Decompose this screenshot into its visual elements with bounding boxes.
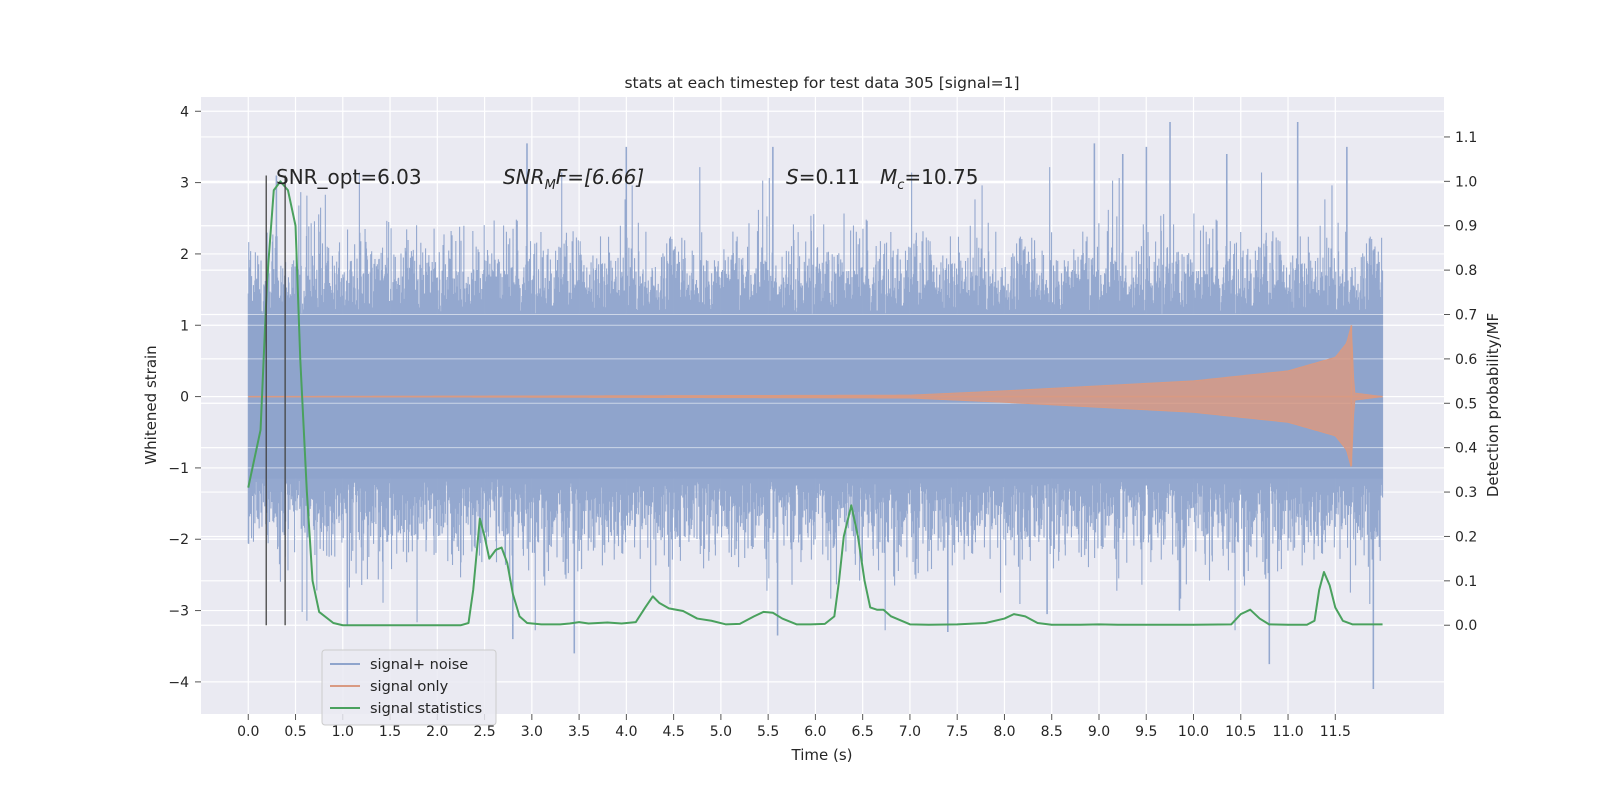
x-tick-label: 8.0: [993, 724, 1015, 740]
x-tick-label: 0.0: [237, 724, 259, 740]
y2-tick-label: 0.1: [1455, 574, 1477, 590]
x-tick-label: 7.0: [899, 724, 921, 740]
annotation-spin-label: S: [786, 165, 799, 189]
x-tick-label: 7.5: [946, 724, 968, 740]
y2-tick-label: 1.0: [1455, 174, 1477, 190]
y2-tick-label: 0.3: [1455, 485, 1477, 501]
x-tick-label: 0.5: [284, 724, 306, 740]
y-tick-label: −2: [168, 532, 189, 548]
series-signal-only: [248, 325, 1383, 467]
signal-statistics-line: [247, 180, 1383, 627]
axes: 0.0 0.5 1.0 1.5 2.0 2.5 3.0 3.5 4.0 4.5 5.0 5.5 6.0 6…: [168, 104, 1477, 740]
x-tick-label: 1.0: [332, 724, 354, 740]
annotation-mc-label: M: [880, 165, 897, 189]
x-tick-label: 2.5: [473, 724, 495, 740]
annotation-spin-value: =0.11: [799, 165, 860, 189]
y-tick-label: 3: [180, 176, 189, 192]
annotation-spin: S=0.11: [786, 165, 860, 189]
annotation-mc-sub: c: [897, 178, 904, 193]
x-tick-label: 3.5: [568, 724, 590, 740]
x-tick-label: 1.5: [379, 724, 401, 740]
y2-tick-label: 1.1: [1455, 130, 1477, 146]
y2-tick-label: 0.6: [1455, 352, 1477, 368]
annotation-snr-mf-rest: F=[6.66]: [556, 165, 644, 189]
y2-tick-label: 0.5: [1455, 396, 1477, 412]
vertical-markers: [265, 175, 286, 626]
x-tick-label: 8.5: [1041, 724, 1063, 740]
annotation-snr-mf-label: SNR: [503, 165, 545, 189]
x-tick-label: 11.0: [1272, 724, 1303, 740]
y2-axis-title: Detection probability/MF: [1484, 313, 1502, 497]
x-tick-label: 10.0: [1178, 724, 1209, 740]
x-tick-label: 11.5: [1320, 724, 1351, 740]
x-tick-label: 9.5: [1135, 724, 1157, 740]
legend-box: [321, 649, 497, 726]
x-tick-label: 5.5: [757, 724, 779, 740]
legend-label-signal-statistics: signal statistics: [370, 701, 482, 717]
annotation-snr-opt: SNR_opt=6.03: [276, 165, 422, 189]
annotation-mc-value: =10.75: [904, 165, 978, 189]
y-tick-label: −3: [168, 604, 189, 620]
y2-tick-label: 0.9: [1455, 219, 1477, 235]
x-tick-label: 10.5: [1225, 724, 1256, 740]
x-tick-label: 3.0: [521, 724, 543, 740]
x-tick-label: 6.0: [804, 724, 826, 740]
legend: signal+ noise signal only signal statist…: [321, 649, 497, 726]
series-signal-statistics: [247, 180, 1383, 627]
legend-label-signal-only: signal only: [370, 679, 449, 695]
annotation-snr-mf: SNRMF=[6.66]: [503, 165, 644, 193]
y2-tick-label: 0.8: [1455, 263, 1477, 279]
chart-title: stats at each timestep for test data 305…: [624, 74, 1019, 92]
x-tick-label: 2.0: [426, 724, 448, 740]
x-axis-title: Time (s): [791, 746, 853, 764]
x-tick-label: 9.0: [1088, 724, 1110, 740]
y-tick-label: 0: [180, 390, 189, 406]
y-tick-label: 2: [180, 247, 189, 263]
y2-tick-label: 0.0: [1455, 618, 1477, 634]
y2-tick-label: 0.4: [1455, 441, 1477, 457]
y-tick-label: 1: [180, 318, 189, 334]
annotation-chirp-mass: Mc=10.75: [880, 165, 978, 193]
y-tick-label: −1: [168, 461, 189, 477]
y-tick-label: −4: [168, 675, 189, 691]
y-tick-label: 4: [180, 104, 189, 120]
legend-label-signal-noise: signal+ noise: [370, 657, 468, 673]
annotation-snr-mf-sub: M: [545, 178, 556, 193]
y2-tick-label: 0.7: [1455, 308, 1477, 324]
x-tick-label: 6.5: [852, 724, 874, 740]
x-tick-label: 5.0: [710, 724, 732, 740]
x-tick-label: 4.0: [615, 724, 637, 740]
y2-tick-label: 0.2: [1455, 529, 1477, 545]
x-tick-label: 4.5: [662, 724, 684, 740]
y-axis-title: Whitened strain: [142, 345, 160, 464]
